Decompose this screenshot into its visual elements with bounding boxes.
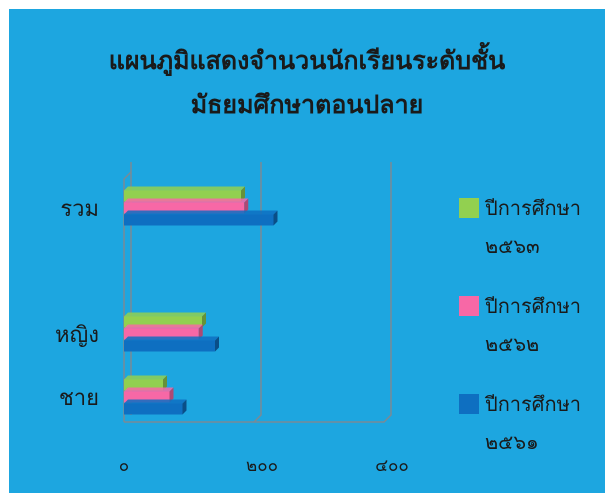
legend-item-1: ปีการศึกษา ๒๕๖๒	[459, 287, 604, 385]
bar-top	[124, 324, 203, 329]
bar-1-1	[124, 324, 203, 340]
bar-0-2	[124, 210, 278, 226]
bar-top	[124, 186, 245, 191]
category-labels: ชาย หญิง รวม	[55, 197, 99, 411]
bar-top	[124, 312, 206, 317]
bar-2-2	[124, 186, 245, 202]
bar-front	[124, 328, 199, 340]
bar-top	[124, 399, 187, 404]
chart-title-line-1: แผนภูมิแสดงจำนวนนักเรียนระดับชั้น	[108, 46, 506, 75]
bar-2-1	[124, 312, 206, 328]
category-label-1: หญิง	[55, 323, 99, 348]
bar-front	[124, 316, 202, 328]
bar-top	[124, 210, 278, 215]
bar-top	[124, 375, 167, 380]
legend-swatch-0	[459, 394, 479, 414]
chart-title-line-2: มัธยมศึกษาตอนปลาย	[190, 90, 424, 119]
legend-item-2: ปีการศึกษา ๒๕๖๓	[459, 189, 604, 287]
bar-side	[182, 399, 187, 415]
bar-side	[163, 375, 167, 391]
legend-swatch-1	[459, 296, 479, 316]
bar-front	[124, 202, 245, 214]
bar-side	[169, 387, 174, 403]
bar-side	[215, 336, 219, 352]
x-tick-label-1: ๒๐๐	[246, 456, 278, 476]
bar-top	[124, 336, 219, 341]
chart-title: แผนภูมิแสดงจำนวนนักเรียนระดับชั้น มัธยมศ…	[9, 39, 605, 127]
bar-side	[244, 198, 249, 214]
chart-area: แผนภูมิแสดงจำนวนนักเรียนระดับชั้น มัธยมศ…	[9, 9, 605, 493]
legend-label-2: ปีการศึกษา ๒๕๖๓	[485, 196, 581, 258]
bar-marks	[124, 186, 278, 415]
legend: ปีการศึกษา ๒๕๖๓ ปีการศึกษา ๒๕๖๒ ปีการศึก…	[459, 189, 604, 483]
bar-front	[124, 340, 215, 352]
category-label-0: ชาย	[59, 386, 99, 411]
legend-swatch-2	[459, 198, 479, 218]
legend-label-0: ปีการศึกษา ๒๕๖๑	[485, 392, 581, 454]
bar-2-0	[124, 375, 167, 391]
bar-1-0	[124, 387, 174, 403]
plot-area: ชาย หญิง รวม ๐ ๒๐๐ ๔๐๐	[55, 162, 409, 476]
bar-front	[124, 403, 183, 415]
legend-label-1: ปีการศึกษา ๒๕๖๒	[485, 294, 581, 356]
bar-side	[202, 312, 206, 328]
x-tick-label-0: ๐	[119, 456, 129, 476]
gridline-200	[253, 162, 262, 423]
bar-1-2	[124, 198, 249, 214]
bar-front	[124, 391, 170, 403]
bar-side	[273, 210, 278, 226]
bar-top	[124, 198, 249, 203]
category-label-2: รวม	[60, 197, 99, 222]
bar-front	[124, 379, 163, 391]
bar-0-0	[124, 399, 187, 415]
x-tick-labels: ๐ ๒๐๐ ๔๐๐	[119, 456, 409, 476]
bar-front	[124, 190, 241, 202]
bar-0-1	[124, 336, 219, 352]
x-tick-label-2: ๔๐๐	[375, 456, 409, 476]
bar-side	[198, 324, 203, 340]
bar-top	[124, 387, 174, 392]
bar-side	[241, 186, 245, 202]
bar-front	[124, 214, 274, 226]
legend-item-0: ปีการศึกษา ๒๕๖๑	[459, 385, 604, 483]
